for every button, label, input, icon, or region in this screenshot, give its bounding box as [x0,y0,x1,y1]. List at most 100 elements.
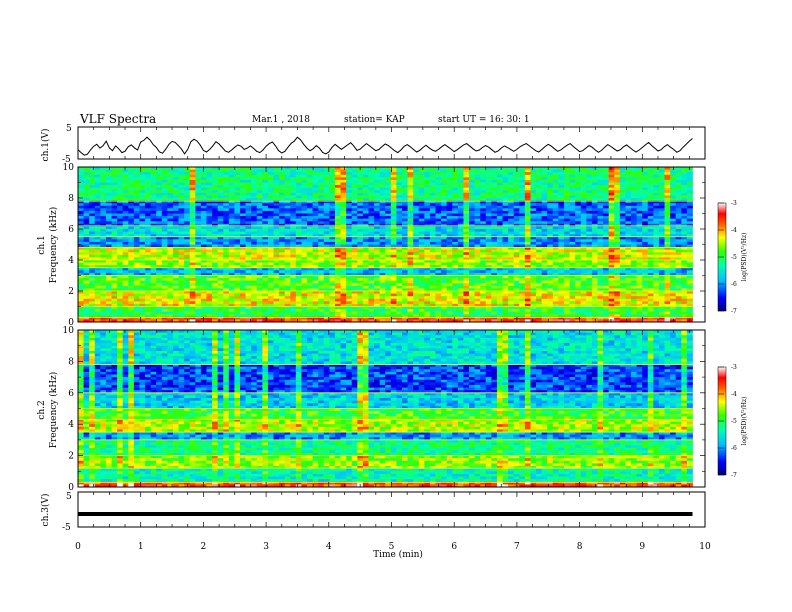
spectrogram-cell [139,231,146,235]
spectrogram-cell [83,247,90,251]
spectrogram-cell [251,203,258,207]
spectrogram-cell [290,182,297,186]
spectrogram-cell [658,239,665,243]
spectrogram-cell [351,231,358,235]
spectrogram-cell [251,216,258,220]
spectrogram-cell [362,200,369,204]
spectrogram-cell [536,187,543,191]
spectrogram-cell [642,172,649,176]
spectrogram-cell [156,260,163,263]
spectrogram-cell [307,187,314,191]
spectrogram-cell [580,241,587,245]
spectrogram-cell [78,198,84,201]
spectrogram-cell [279,231,286,235]
spectrogram-cell [580,262,587,266]
spectrogram-cell [78,213,84,217]
spectrogram-cell [563,278,570,282]
spectrogram-cell [530,205,537,209]
spectrogram-cell [290,185,297,189]
spectrogram-cell [234,208,241,212]
spectrogram-cell [390,177,397,181]
spectrogram-cell [502,254,509,258]
spectrogram-cell [279,272,286,276]
spectrogram-cell [368,174,375,178]
spectrogram-cell [228,177,235,181]
spectrogram-cell [547,213,554,217]
spectrogram-cell [379,223,386,227]
spectrogram-cell [279,208,286,212]
spectrogram-cell [239,190,246,194]
spectrogram-cell [368,252,375,256]
spectrogram-cell [334,247,341,251]
spectrogram-cell [480,257,487,261]
spectrogram-cell [385,190,392,194]
spectrogram-cell [189,249,196,253]
spectrogram-cell [541,249,548,253]
spectrogram-cell [575,198,582,201]
spectrogram-cell [368,239,375,243]
spectrogram-cell [563,223,570,227]
spectrogram-cell [178,187,185,191]
spectrogram-cell [318,172,325,176]
spectrogram-cell [446,234,453,238]
spectrogram-cell [647,216,654,220]
spectrogram-cell [111,262,118,266]
spectrogram-cell [608,203,615,207]
spectrogram-cell [178,190,185,194]
spectrogram-cell [295,221,302,225]
spectrogram-cell [307,210,314,214]
spectrogram-cell [357,174,364,178]
spectrogram-cell [329,280,336,284]
spectrogram-cell [536,190,543,194]
spectrogram-cell [480,229,487,232]
spectrogram-cell [78,185,84,189]
spectrogram-cell [128,174,135,178]
spectrogram-cell [346,210,353,214]
spectrogram-cell [234,223,241,227]
spectrogram-cell [429,262,436,266]
spectrogram-cell [413,239,420,243]
spectrogram-cell [401,278,408,282]
spectrogram-cell [111,182,118,186]
spectrogram-cell [212,167,219,170]
spectrogram-cell [631,226,637,230]
spectrogram-cell [362,244,369,248]
spectrogram-cell [167,195,174,199]
spectrogram-cell [552,179,559,183]
spectrogram-cell [485,190,492,194]
spectrogram-cell [642,247,649,251]
spectrogram-cell [575,234,582,238]
spectrogram-cell [642,278,649,282]
spectrogram-cell [206,275,213,279]
spectrogram-cell [474,234,481,238]
spectrogram-cell [379,280,386,284]
spectrogram-cell [273,241,280,245]
spectrogram-cell [329,172,336,176]
spectrogram-cell [586,216,593,220]
spectrogram-cell [390,167,397,170]
spectrogram-cell [262,177,269,181]
spectrogram-cell [653,265,660,269]
spectrogram-cell [390,216,397,220]
spectrogram-cell [424,169,431,173]
spectrogram-cell [334,216,341,220]
spectrogram-cell [658,252,665,256]
spectrogram-cell [323,218,330,222]
spectrogram-cell [318,270,325,274]
spectrogram-cell [200,169,207,173]
spectrogram-cell [223,229,230,232]
spectrogram-cell [502,260,509,263]
spectrogram-cell [83,267,90,271]
spectrogram-cell [536,262,543,266]
spectrogram-cell [569,272,576,276]
spectrogram-cell [457,257,464,261]
spectrogram-cell [670,278,677,282]
spectrogram-cell [290,174,297,178]
spectrogram-cell [206,278,213,282]
spectrogram-cell [100,182,107,186]
spectrogram-cell [547,218,554,222]
spectrogram-cell [357,278,364,282]
spectrogram-cell [256,200,263,204]
spectrogram-cell [401,192,408,196]
spectrogram-cell [139,205,146,209]
